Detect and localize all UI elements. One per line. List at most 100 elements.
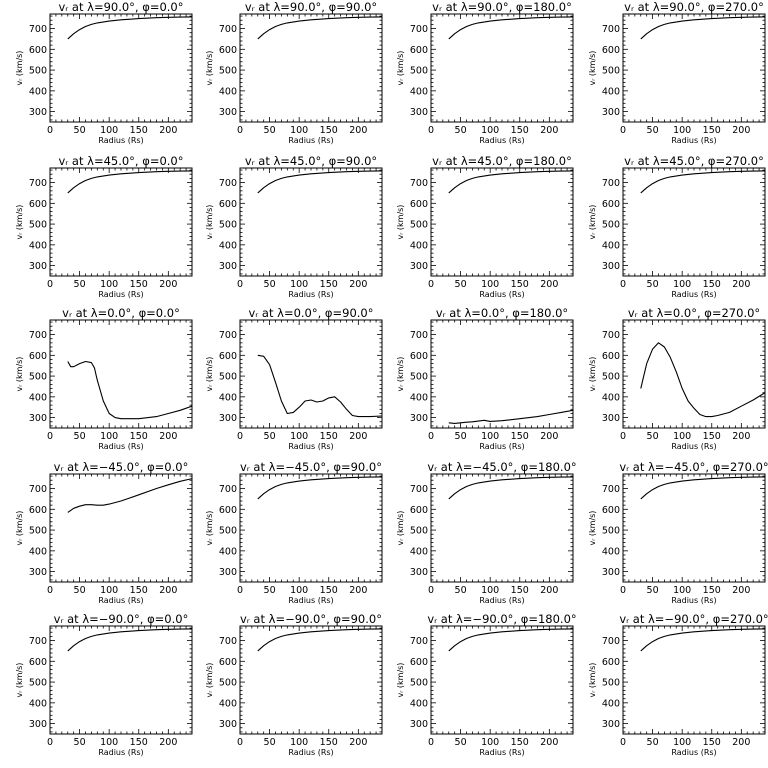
x-axis-label: Radius (Rs) xyxy=(479,442,524,451)
y-tick-label: 300 xyxy=(602,719,620,730)
vr-series-line xyxy=(448,628,573,652)
vr-series-line xyxy=(67,170,192,194)
plot-frame xyxy=(622,473,766,583)
x-tick-label: 50 xyxy=(264,431,276,442)
y-tick-label: 400 xyxy=(602,240,620,251)
x-tick-label: 100 xyxy=(673,431,691,442)
x-tick-label: 0 xyxy=(237,431,243,442)
x-axis-label: Radius (Rs) xyxy=(98,290,143,299)
x-axis-label: Radius (Rs) xyxy=(671,748,716,757)
x-tick-label: 50 xyxy=(647,737,659,748)
y-tick-label: 500 xyxy=(602,678,620,689)
x-tick-label: 0 xyxy=(620,737,626,748)
x-axis-label: Radius (Rs) xyxy=(288,136,333,145)
plot-frame xyxy=(49,625,193,735)
subplot-title: vᵣ at λ=90.0°, φ=90.0° xyxy=(245,0,377,14)
plot-frame xyxy=(239,167,383,277)
y-tick-label: 300 xyxy=(29,567,47,578)
subplot-title: vᵣ at λ=0.0°, φ=270.0° xyxy=(628,306,760,320)
x-tick-label: 100 xyxy=(481,431,499,442)
subplot-20: vᵣ at λ=−90.0°, φ=270.0° 0 50 100 150 200 300 4… xyxy=(588,612,768,757)
y-tick-label: 600 xyxy=(410,199,428,210)
y-tick-label: 600 xyxy=(602,351,620,362)
x-axis-label: Radius (Rs) xyxy=(98,596,143,605)
y-axis-label: vᵣ (km/s) xyxy=(396,51,405,86)
y-tick-label: 500 xyxy=(410,220,428,231)
x-tick-label: 100 xyxy=(481,737,499,748)
x-tick-label: 0 xyxy=(47,737,53,748)
x-tick-label: 200 xyxy=(349,585,367,596)
y-axis-label: vᵣ (km/s) xyxy=(15,357,24,392)
y-tick-label: 500 xyxy=(29,526,47,537)
y-tick-label: 400 xyxy=(219,392,237,403)
x-tick-label: 100 xyxy=(100,431,118,442)
y-tick-label: 700 xyxy=(410,484,428,495)
x-tick-label: 50 xyxy=(455,125,467,136)
x-tick-label: 0 xyxy=(47,279,53,290)
y-tick-label: 300 xyxy=(29,719,47,730)
y-tick-label: 500 xyxy=(29,678,47,689)
x-tick-label: 150 xyxy=(703,431,721,442)
x-tick-label: 200 xyxy=(732,279,750,290)
y-tick-label: 600 xyxy=(410,657,428,668)
x-tick-label: 100 xyxy=(290,737,308,748)
vr-series-line xyxy=(257,476,382,500)
subplot-2: vᵣ at λ=90.0°, φ=90.0° 0 50 100 150 200 300 400… xyxy=(205,0,383,145)
x-tick-label: 0 xyxy=(428,585,434,596)
x-tick-label: 50 xyxy=(264,737,276,748)
y-tick-label: 700 xyxy=(410,178,428,189)
subplot-16: vᵣ at λ=−45.0°, φ=270.0° 0 50 100 150 200 300 4… xyxy=(588,460,768,605)
y-tick-label: 400 xyxy=(219,546,237,557)
x-tick-label: 50 xyxy=(647,585,659,596)
x-tick-label: 50 xyxy=(264,125,276,136)
x-tick-label: 50 xyxy=(74,279,86,290)
x-tick-label: 200 xyxy=(349,125,367,136)
plot-frame xyxy=(622,13,766,123)
x-tick-label: 0 xyxy=(620,279,626,290)
y-axis-label: vᵣ (km/s) xyxy=(15,51,24,86)
y-tick-label: 300 xyxy=(410,107,428,118)
vr-series-line xyxy=(67,360,192,420)
x-axis-label: Radius (Rs) xyxy=(479,596,524,605)
x-tick-label: 150 xyxy=(320,585,338,596)
y-tick-label: 500 xyxy=(602,66,620,77)
x-tick-label: 100 xyxy=(290,125,308,136)
subplot-title: vᵣ at λ=−45.0°, φ=180.0° xyxy=(427,460,576,474)
y-axis-label: vᵣ (km/s) xyxy=(396,205,405,240)
subplot-12: vᵣ at λ=0.0°, φ=270.0° 0 50 100 150 200 300 400… xyxy=(588,306,766,451)
x-tick-label: 100 xyxy=(290,279,308,290)
y-tick-label: 300 xyxy=(602,261,620,272)
vr-series-line xyxy=(257,170,382,194)
plot-frame xyxy=(239,13,383,123)
y-tick-label: 300 xyxy=(29,261,47,272)
x-tick-label: 0 xyxy=(237,737,243,748)
x-tick-label: 0 xyxy=(620,431,626,442)
x-tick-label: 100 xyxy=(100,585,118,596)
y-tick-label: 700 xyxy=(29,636,47,647)
plot-frame xyxy=(239,473,383,583)
x-tick-label: 100 xyxy=(100,125,118,136)
vr-series-line xyxy=(640,16,765,40)
vr-series-line xyxy=(640,628,765,652)
y-tick-label: 700 xyxy=(602,330,620,341)
y-axis-label: vᵣ (km/s) xyxy=(588,51,597,86)
y-tick-label: 400 xyxy=(410,392,428,403)
x-tick-label: 200 xyxy=(732,431,750,442)
y-tick-label: 400 xyxy=(29,392,47,403)
plot-frame xyxy=(49,13,193,123)
subplot-19: vᵣ at λ=−90.0°, φ=180.0° 0 50 100 150 200 300 4… xyxy=(396,612,577,757)
subplot-14: vᵣ at λ=−45.0°, φ=90.0° 0 50 100 150 200 300 40… xyxy=(205,460,383,605)
x-axis-label: Radius (Rs) xyxy=(288,442,333,451)
y-tick-label: 500 xyxy=(410,372,428,383)
y-tick-label: 500 xyxy=(219,678,237,689)
y-axis-label: vᵣ (km/s) xyxy=(205,357,214,392)
y-tick-label: 500 xyxy=(219,372,237,383)
y-tick-label: 500 xyxy=(602,220,620,231)
subplot-title: vᵣ at λ=45.0°, φ=90.0° xyxy=(245,154,377,168)
x-tick-label: 50 xyxy=(455,279,467,290)
x-axis-label: Radius (Rs) xyxy=(671,290,716,299)
y-tick-label: 600 xyxy=(219,45,237,56)
subplot-title: vᵣ at λ=−45.0°, φ=0.0° xyxy=(54,460,189,474)
x-tick-label: 200 xyxy=(159,585,177,596)
x-tick-label: 200 xyxy=(732,585,750,596)
